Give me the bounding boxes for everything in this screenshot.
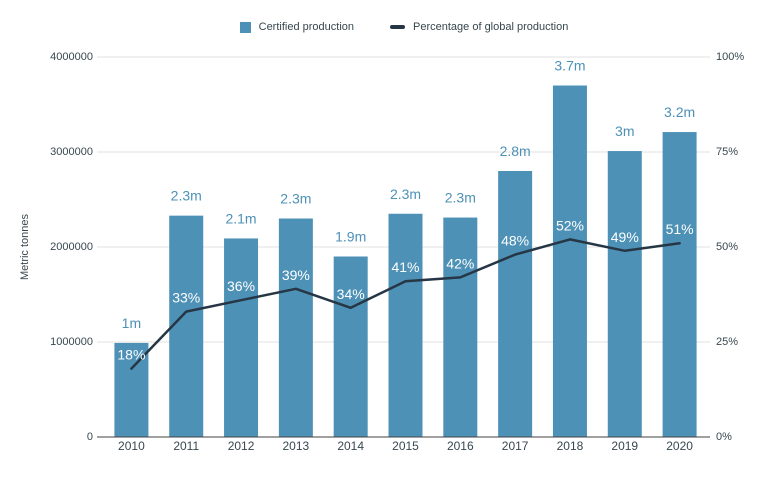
bar-value-label-2014: 1.9m <box>335 229 366 245</box>
line-series-swatch-icon <box>390 25 406 29</box>
pct-label-2017: 48% <box>501 233 529 249</box>
bar-value-label-2018: 3.7m <box>554 58 585 74</box>
bar-value-label-2010: 1m <box>122 315 141 331</box>
y-left-tick-label: 2000000 <box>50 241 93 253</box>
x-tick-label-2015: 2015 <box>392 439 419 453</box>
legend-item-percentage-of-global-production: Percentage of global production <box>390 21 568 33</box>
x-tick-label-2016: 2016 <box>447 439 474 453</box>
bar-value-label-2011: 2.3m <box>171 188 202 204</box>
legend-label-certified-production: Certified production <box>258 21 355 33</box>
bar-2012 <box>224 238 259 437</box>
legend-label-percentage-of-global-production: Percentage of global production <box>413 21 569 33</box>
x-tick-label-2017: 2017 <box>502 439 529 453</box>
pct-label-2016: 42% <box>446 255 474 271</box>
pct-label-2018: 52% <box>556 217 584 233</box>
x-tick-label-2014: 2014 <box>337 439 364 453</box>
bar-value-label-2013: 2.3m <box>280 191 311 207</box>
y-right-tick-label: 25% <box>716 336 738 348</box>
y-left-tick-label: 3000000 <box>50 146 93 158</box>
bar-2015 <box>388 213 423 437</box>
pct-label-2014: 34% <box>337 286 365 302</box>
y-right-tick-label: 75% <box>716 146 738 158</box>
pct-label-2013: 39% <box>282 267 310 283</box>
x-tick-label-2012: 2012 <box>228 439 255 453</box>
bar-2019 <box>607 151 642 438</box>
legend: Certified production Percentage of globa… <box>38 21 770 33</box>
x-tick-label-2013: 2013 <box>283 439 310 453</box>
pct-label-2010: 18% <box>117 347 145 363</box>
pct-label-2012: 36% <box>227 278 255 294</box>
x-tick-label-2020: 2020 <box>666 439 693 453</box>
legend-item-certified-production: Certified production <box>239 21 355 33</box>
y-right-tick-label: 100% <box>716 51 744 63</box>
pct-label-2019: 49% <box>611 229 639 245</box>
x-tick-label-2011: 2011 <box>173 439 199 453</box>
bar-2018 <box>552 85 587 437</box>
pct-label-2015: 41% <box>391 259 419 275</box>
bar-value-label-2012: 2.1m <box>225 210 256 226</box>
bar-series-swatch-icon <box>239 21 251 33</box>
bar-2020 <box>662 132 697 438</box>
y-right-tick-label: 0% <box>716 431 732 443</box>
bar-value-label-2019: 3m <box>615 123 634 139</box>
y-left-tick-label: 1000000 <box>50 336 93 348</box>
pct-label-2020: 51% <box>666 221 694 237</box>
bar-2013 <box>278 218 313 437</box>
bar-value-label-2015: 2.3m <box>390 186 421 202</box>
bar-value-label-2016: 2.3m <box>445 190 476 206</box>
bar-2016 <box>443 217 478 437</box>
bar-value-label-2017: 2.8m <box>500 143 531 159</box>
x-tick-label-2010: 2010 <box>118 439 145 453</box>
y-axis-title: Metric tonnes <box>19 213 31 280</box>
y-right-tick-label: 50% <box>716 241 738 253</box>
bar-2014 <box>333 256 368 437</box>
percentage-line <box>130 238 681 370</box>
pct-label-2011: 33% <box>172 290 200 306</box>
y-left-tick-label: 0 <box>87 431 93 443</box>
bar-2010 <box>114 342 149 437</box>
bar-2011 <box>169 215 204 437</box>
y-left-tick-label: 4000000 <box>50 51 93 63</box>
x-tick-label-2018: 2018 <box>557 439 584 453</box>
bar-2017 <box>498 171 533 437</box>
bar-value-label-2020: 3.2m <box>664 104 695 120</box>
x-tick-label-2019: 2019 <box>611 439 638 453</box>
